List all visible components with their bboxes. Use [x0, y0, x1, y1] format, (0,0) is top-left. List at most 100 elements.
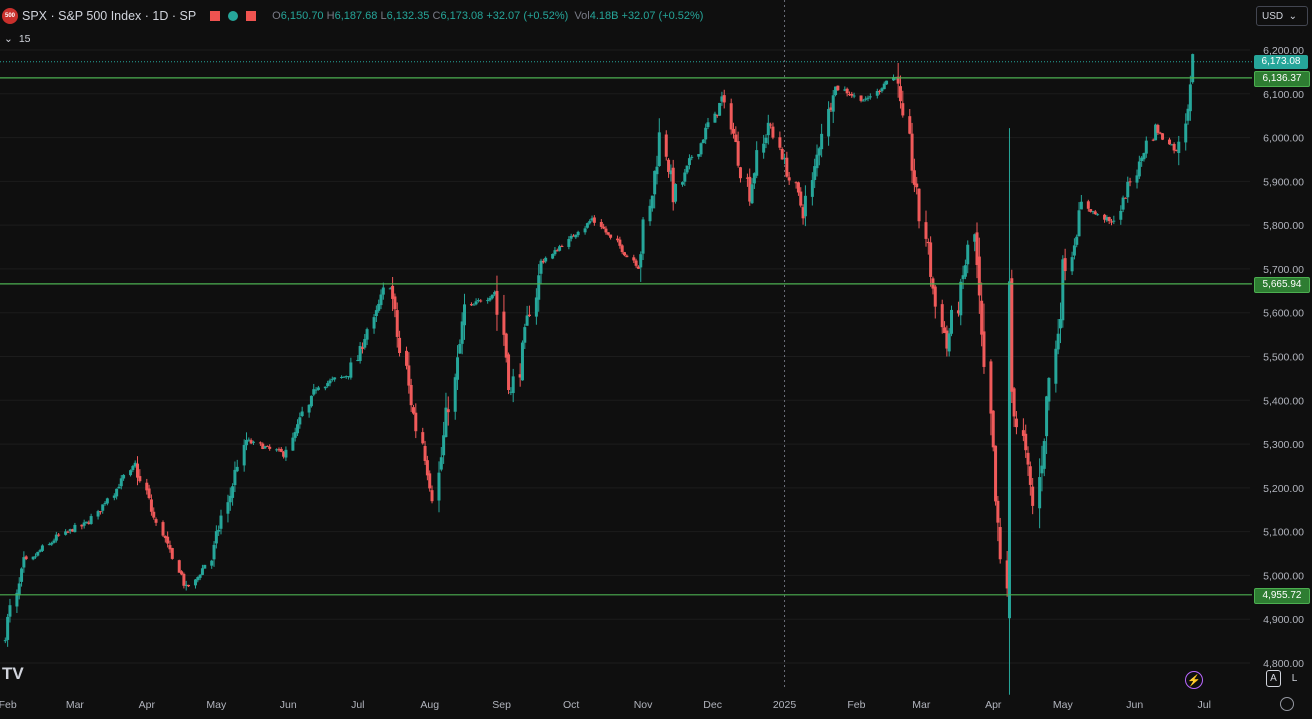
y-tick-label: 5,300.00: [1263, 439, 1304, 451]
candle-body: [606, 232, 610, 235]
candle-body: [847, 94, 851, 96]
level-price-badge: 6,136.37: [1254, 70, 1310, 87]
candle-body: [154, 519, 158, 523]
candle-body: [307, 404, 311, 413]
currency-select[interactable]: USD ⌄: [1256, 6, 1308, 26]
candle-body: [1135, 175, 1139, 183]
candle-body: [31, 556, 35, 560]
candle-body: [1167, 139, 1171, 145]
candle-body: [245, 440, 249, 446]
candle-body: [569, 235, 573, 239]
y-tick-label: 4,900.00: [1263, 614, 1304, 626]
x-tick-label: Oct: [563, 699, 579, 711]
candle-body: [442, 435, 446, 456]
lightning-icon[interactable]: ⚡: [1185, 671, 1203, 689]
indicator-toggle[interactable]: ⌄ 15: [0, 31, 31, 47]
candle-body: [446, 409, 450, 413]
candle-body: [850, 93, 854, 96]
candle-body: [117, 486, 121, 489]
candle-body: [880, 88, 884, 92]
y-tick-label: 5,200.00: [1263, 483, 1304, 495]
candle-body: [1045, 396, 1049, 437]
tradingview-logo[interactable]: TV: [2, 664, 24, 683]
candle-body: [555, 250, 559, 252]
settings-icon[interactable]: [1280, 697, 1294, 711]
symbol-title[interactable]: SPX · S&P 500 Index · 1D · SP: [22, 9, 197, 23]
candle-body: [875, 90, 879, 96]
candle-body: [975, 232, 979, 266]
candle-body: [231, 486, 235, 498]
candle-body: [356, 359, 360, 362]
candle-body: [309, 395, 313, 407]
candle-body: [715, 114, 719, 116]
candle-body: [374, 310, 378, 317]
candle-body: [713, 113, 717, 123]
candle-body: [690, 156, 694, 158]
candle-body: [625, 255, 629, 258]
candle-body: [864, 98, 868, 100]
candle-body: [472, 304, 476, 306]
y-tick-label: 5,100.00: [1263, 527, 1304, 539]
y-tick-label: 4,800.00: [1263, 658, 1304, 670]
candle-body: [50, 542, 54, 545]
candle-body: [560, 246, 564, 248]
candle-body: [193, 579, 197, 586]
candle-body: [391, 285, 395, 299]
candle-body: [469, 304, 473, 306]
candle-body: [780, 148, 784, 160]
candle-body: [96, 511, 100, 517]
candle-body: [428, 473, 432, 489]
y-tick-label: 6,000.00: [1263, 133, 1304, 145]
candle-body: [3, 640, 7, 642]
candle-body: [748, 176, 752, 202]
candle-body: [704, 127, 708, 140]
candle-body: [882, 83, 886, 90]
candle-body: [395, 310, 399, 337]
x-tick-label: Mar: [912, 699, 931, 711]
auto-scale-button[interactable]: A: [1266, 670, 1281, 687]
candle-body: [901, 103, 905, 116]
candle-body: [980, 300, 984, 335]
candle-body: [200, 568, 204, 575]
candle-body: [495, 290, 499, 315]
candle-body: [1089, 209, 1093, 212]
candle-body: [764, 137, 768, 144]
candle-body: [729, 103, 733, 130]
candle-body: [180, 571, 184, 575]
candle-body: [604, 228, 608, 233]
candle-body: [52, 540, 56, 543]
candle-body: [131, 466, 135, 471]
candle-body: [574, 234, 578, 238]
candle-body: [558, 246, 562, 251]
candle-body: [212, 544, 216, 560]
candle-body: [963, 265, 967, 277]
candle-body: [296, 424, 300, 434]
candle-body: [138, 476, 142, 482]
candle-body: [1191, 54, 1195, 83]
candle-body: [333, 377, 337, 380]
log-scale-button[interactable]: L: [1291, 673, 1298, 684]
candle-body: [943, 327, 947, 334]
candle-body: [966, 244, 970, 265]
candle-body: [479, 300, 483, 302]
candle-body: [430, 490, 434, 502]
candle-body: [177, 560, 181, 573]
x-tick-label: Jun: [1126, 699, 1143, 711]
candle-body: [655, 166, 659, 175]
candle-body: [365, 329, 369, 340]
y-tick-label: 6,200.00: [1263, 45, 1304, 57]
candle-body: [1103, 214, 1107, 220]
candle-body: [636, 266, 640, 269]
candle-body: [228, 495, 232, 503]
candle-body: [168, 545, 172, 550]
candle-body: [1184, 123, 1188, 143]
candle-body: [674, 184, 678, 202]
candle-body: [834, 86, 838, 96]
eye-icon[interactable]: [228, 11, 239, 21]
candle-body: [326, 383, 330, 387]
chevron-down-icon[interactable]: ⌄: [4, 33, 13, 45]
candle-body: [476, 300, 480, 302]
candle-body: [493, 292, 497, 295]
candle-body: [82, 522, 86, 526]
